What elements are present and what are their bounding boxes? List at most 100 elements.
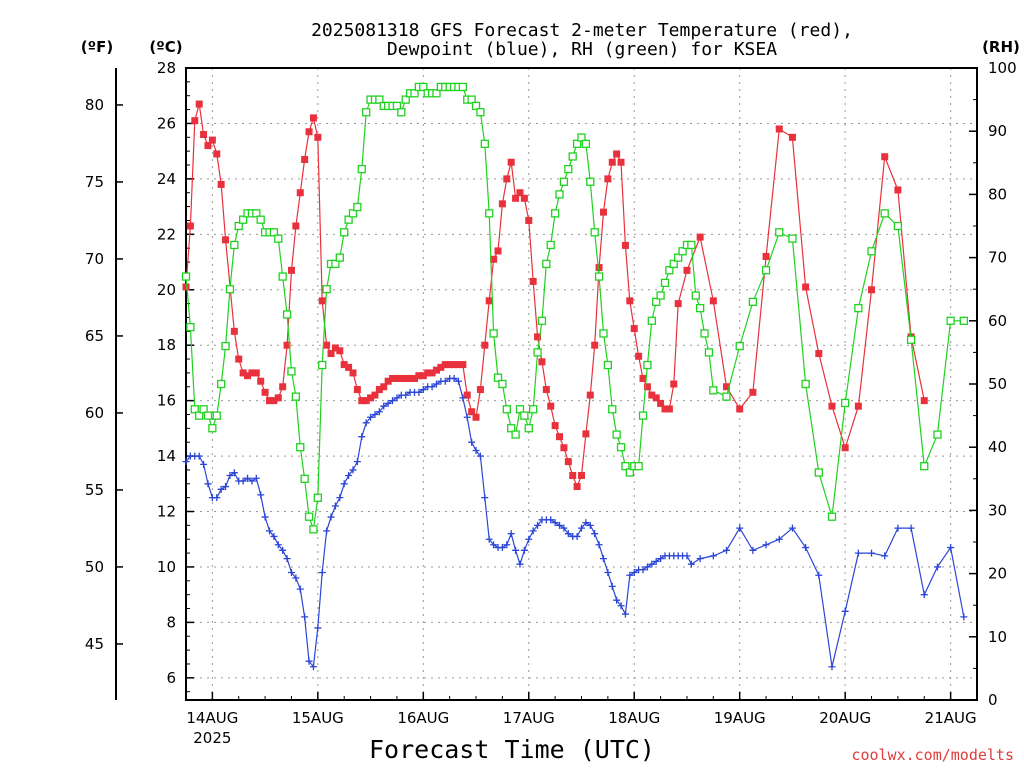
series-rh (181, 82, 968, 534)
dewpoint-point (182, 458, 190, 466)
dewpoint-point (560, 524, 568, 532)
dewpoint-point (868, 549, 876, 557)
temperature-point (534, 333, 542, 341)
temperature-point (564, 458, 572, 466)
rh-point (493, 373, 503, 382)
rh-point (375, 95, 384, 104)
rh-point (594, 272, 604, 281)
dewpoint-point (547, 516, 555, 524)
rh-point (572, 139, 582, 148)
dewpoint-point (371, 410, 379, 418)
rh-point (230, 240, 239, 250)
dewpoint-point (248, 477, 256, 485)
temperature-point (841, 444, 849, 452)
rh-point (586, 177, 595, 186)
dewpoint-point (841, 607, 849, 615)
temperature-point (191, 117, 199, 125)
rh-point (660, 278, 670, 288)
dewpoint-point (345, 471, 353, 479)
rh-point (814, 468, 823, 477)
rh-point (353, 202, 362, 212)
rh-point (564, 164, 573, 174)
series-temperature (182, 100, 928, 491)
temperature-point (621, 241, 629, 249)
temperature-point (635, 352, 643, 360)
rh-point (515, 405, 525, 414)
dewpoint-point (652, 557, 660, 565)
dewpoint-point (305, 657, 313, 665)
x-tick-label: 16AUG (397, 709, 449, 727)
rh-point (392, 101, 402, 111)
dewpoint-point (287, 568, 295, 576)
axes: 6 8 10 12 14 16 18 20 22 24 26 28 45 50 55 60 65 70 75 80 0 1… (85, 59, 1017, 747)
rh-tick-label: 10 (988, 628, 1007, 646)
temperature-point (217, 180, 225, 188)
temperature-point (476, 386, 484, 394)
dewpoint-point (920, 591, 928, 599)
dewpoint-point (573, 532, 581, 540)
temperature-point (287, 266, 295, 274)
dewpoint-point (327, 513, 335, 521)
chart-title-line-2: Dewpoint (blue), RH (green) for KSEA (387, 39, 777, 60)
dewpoint-point (279, 546, 287, 554)
temperature-point (582, 430, 590, 438)
temperature-point (353, 386, 361, 394)
rh-point (775, 228, 784, 237)
series-layer (181, 82, 968, 671)
dewpoint-point (283, 555, 291, 563)
temperature-point (230, 327, 238, 335)
temperature-point (775, 125, 783, 133)
temperature-point (490, 255, 498, 263)
x-tick-label: 19AUG (714, 709, 766, 727)
dewpoint-point (529, 527, 537, 535)
watermark: coolwx.com/modelts (851, 746, 1014, 764)
dewpoint-point (947, 544, 955, 552)
temperature-point (709, 297, 717, 305)
dewpoint-point (274, 541, 282, 549)
fahrenheit-unit-label: (ºF) (81, 38, 113, 56)
temperature-point (828, 402, 836, 410)
temperature-point (235, 355, 243, 363)
rh-point (212, 411, 221, 420)
rh-point (700, 329, 709, 338)
dewpoint-point (309, 663, 317, 671)
rh-tick-label: 100 (988, 59, 1017, 77)
rh-point (419, 82, 428, 92)
rh-point (669, 259, 678, 269)
dewpoint-point (595, 541, 603, 549)
dewpoint-point (463, 413, 471, 421)
dewpoint-line (185, 377, 965, 669)
rh-point (498, 379, 507, 389)
rh-point (537, 316, 547, 325)
temperature-point (432, 366, 440, 374)
temperature-point (358, 397, 366, 405)
dewpoint-point (881, 552, 889, 560)
rh-point (696, 304, 705, 313)
temperature-point (617, 158, 625, 166)
dewpoint-point (331, 502, 339, 510)
rh-point (625, 468, 634, 477)
temperature-point (604, 175, 612, 183)
temperature-point (608, 158, 616, 166)
dewpoint-point (428, 383, 436, 391)
dewpoint-point (468, 438, 476, 446)
temperature-point (446, 361, 454, 369)
rh-point (906, 335, 916, 344)
rh-point (616, 443, 626, 452)
dewpoint-point (230, 469, 238, 477)
temperature-point (529, 277, 537, 285)
temperature-point (512, 194, 520, 202)
rh-tick-label: 70 (988, 249, 1007, 267)
temperature-point (468, 408, 476, 416)
temperature-point (481, 341, 489, 349)
temperature-point (406, 374, 414, 382)
temperature-point (384, 377, 392, 385)
rh-point (476, 108, 485, 117)
dewpoint-point (261, 513, 269, 521)
temperature-point (270, 397, 278, 405)
x-tick-label: 21AUG (925, 709, 977, 727)
dewpoint-point (485, 535, 493, 543)
rh-point (199, 405, 208, 414)
rh-point (225, 285, 235, 294)
dewpoint-point (353, 458, 361, 466)
